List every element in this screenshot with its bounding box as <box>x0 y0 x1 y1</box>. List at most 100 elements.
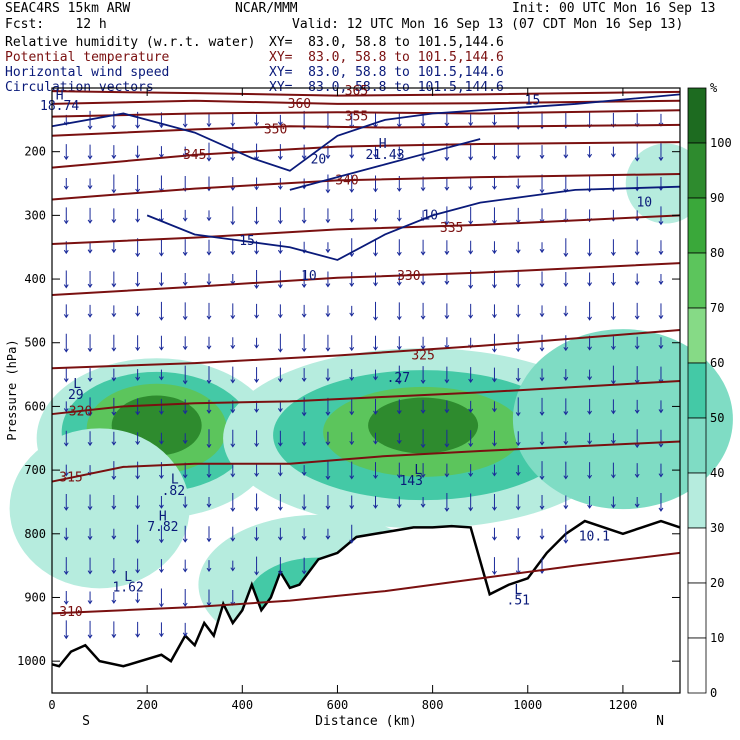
vector-arrow <box>111 174 117 194</box>
x-tick-label: 0 <box>48 698 55 712</box>
vector-arrow <box>111 111 117 130</box>
vector-arrow <box>254 270 259 289</box>
vector-arrow <box>634 273 640 286</box>
vector-arrow <box>610 302 616 321</box>
terrain-mask <box>52 521 680 693</box>
init-time: Init: 00 UTC Mon 16 Sep 13 <box>512 1 716 16</box>
vector-arrow <box>396 209 402 222</box>
rh-region <box>512 329 733 510</box>
vector-arrow <box>515 397 521 417</box>
field-xy-rh: XY= 83.0, 58.8 to 101.5,144.6 <box>269 35 504 50</box>
vector-arrow <box>135 208 141 223</box>
vector-arrow <box>349 524 355 544</box>
vector-arrow <box>206 336 212 350</box>
vector-arrow <box>468 114 474 127</box>
wind-label: 15 <box>239 234 255 249</box>
colorbar-swatch <box>687 142 707 199</box>
vector-arrow <box>515 528 521 541</box>
vector-arrow <box>159 398 164 415</box>
theta-label: 350 <box>264 122 287 137</box>
vector-arrow <box>111 621 117 639</box>
vector-arrow <box>658 274 664 285</box>
vector-arrow <box>587 432 593 445</box>
vector-arrow <box>468 303 474 319</box>
field-xy-theta: XY= 83.0, 58.8 to 101.5,144.6 <box>269 50 504 65</box>
vector-arrow <box>420 463 426 479</box>
x-tick-label: 600 <box>327 698 349 712</box>
vector-arrow <box>182 588 188 607</box>
vector-arrow <box>658 143 664 162</box>
vector-arrow <box>539 208 545 224</box>
vector-arrow <box>373 301 378 321</box>
vector-arrow <box>87 304 93 318</box>
vector-arrow <box>159 432 164 445</box>
vector-arrow <box>63 333 69 353</box>
colorbar-label: 20 <box>710 576 724 590</box>
vector-arrow <box>444 143 450 162</box>
theta-contour-360 <box>51 99 681 105</box>
vector-arrow <box>135 175 141 193</box>
vector-arrow <box>254 367 259 383</box>
vector-arrow <box>230 492 236 512</box>
vector-arrow <box>63 430 69 447</box>
vector-arrow <box>610 273 616 286</box>
vector-arrow <box>444 492 450 512</box>
vector-arrow <box>301 368 307 382</box>
vector-arrow <box>206 496 212 508</box>
vector-arrow <box>610 433 616 445</box>
vector-arrow <box>396 336 402 351</box>
vector-arrow <box>63 304 69 319</box>
vector-arrow <box>634 463 640 479</box>
vector-arrow <box>87 241 93 254</box>
vector-arrow <box>515 465 521 477</box>
vector-arrow <box>515 304 521 318</box>
terrain-line <box>51 519 681 668</box>
vector-arrow <box>492 557 497 576</box>
vector-arrow <box>373 462 378 480</box>
vector-arrow <box>492 241 497 255</box>
vector-arrow <box>230 463 236 478</box>
vector-arrow <box>539 461 545 481</box>
theta-contour-310 <box>51 551 681 615</box>
vector-arrow <box>396 433 402 445</box>
theta-contour-340 <box>51 172 681 201</box>
vector-arrow <box>325 208 331 224</box>
wind-label: 10 <box>301 269 317 284</box>
vector-arrow <box>468 177 474 191</box>
vector-arrow <box>87 591 93 605</box>
vector-arrow <box>63 178 69 190</box>
colorbar-swatch <box>687 252 707 309</box>
vector-arrow <box>301 528 307 541</box>
vector-arrow <box>254 337 259 349</box>
vector-arrow <box>135 461 141 480</box>
vector-arrow <box>492 333 497 353</box>
vector-arrow <box>563 335 569 352</box>
vector-arrow <box>182 496 188 509</box>
vector-arrow <box>515 494 521 511</box>
vector-arrow <box>111 208 117 224</box>
vector-arrow <box>159 588 164 608</box>
vector-arrow <box>373 495 378 509</box>
y-tick-label: 400 <box>24 272 46 286</box>
model-name: SEAC4RS 15km ARW <box>5 1 131 16</box>
vector-arrow <box>325 431 331 446</box>
colorbar-swatch <box>687 197 707 254</box>
wind-label: 10.1 <box>579 529 610 544</box>
vector-arrow <box>634 142 640 162</box>
vector-arrow <box>492 527 497 541</box>
vector-arrow <box>587 462 593 480</box>
vector-arrow <box>420 336 426 350</box>
vector-arrow <box>396 302 402 321</box>
vector-arrow <box>135 335 141 352</box>
vector-arrow <box>111 397 117 416</box>
vector-arrow <box>254 464 259 478</box>
vector-arrow <box>159 238 164 257</box>
vector-arrow <box>634 302 640 320</box>
vector-arrow <box>301 207 307 224</box>
vector-arrow <box>277 144 283 161</box>
vector-arrow <box>63 207 69 225</box>
vector-arrow <box>325 461 331 481</box>
vector-arrow <box>373 238 378 257</box>
colorbar-swatch <box>687 527 707 584</box>
vector-arrow <box>206 560 212 573</box>
